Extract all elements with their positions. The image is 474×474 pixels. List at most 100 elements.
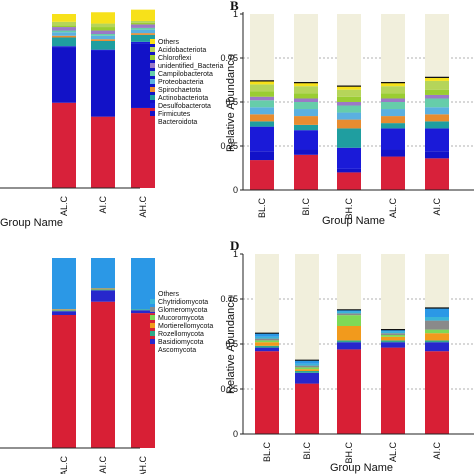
panel-a-legend: OthersAcidobacteriotaChloroflexiunidenti… [150, 39, 223, 126]
legend-label: Ascomycota [158, 347, 196, 354]
bar-segment [131, 9, 155, 21]
bar-segment [91, 116, 115, 188]
bar-segment [381, 156, 405, 190]
bar-segment [91, 258, 115, 289]
bar-segment [91, 289, 115, 291]
legend-swatch [150, 291, 155, 296]
panel-c-x-ticks: AL.C AI.C AH.C [59, 456, 148, 474]
bar-segment [52, 32, 76, 36]
legend-label: Bacteroidota [158, 119, 197, 126]
legend-label: Mortierellomycota [158, 323, 213, 330]
legend-label: Chloroflexi [158, 55, 192, 62]
bar-segment [381, 329, 405, 332]
bar-segment [131, 33, 155, 35]
bar-segment [381, 335, 405, 337]
legend-label: Actinobacteriota [158, 95, 208, 102]
x-tick-label: BI.C [302, 442, 312, 460]
bar-segment [91, 12, 115, 24]
bar-segment [381, 340, 405, 343]
panel-b-y-ticks: 0 0.25 0.5 0.75 1 [220, 9, 243, 195]
bar-segment [381, 333, 405, 335]
bar-segment [425, 329, 449, 334]
bar-segment [381, 82, 405, 87]
legend-label: Glomeromycota [158, 307, 208, 314]
bar-segment [337, 89, 361, 97]
x-tick-label: AH.C [138, 196, 148, 218]
panel-a-bars [52, 9, 155, 188]
bar-segment [425, 340, 449, 343]
bar-segment [381, 347, 405, 434]
bar-segment [425, 151, 449, 159]
bar-segment [255, 351, 279, 434]
bar-segment [52, 315, 76, 448]
bar-segment [337, 96, 361, 102]
panel-d-x-ticks: BL.C BI.C BH.C AL.C AI.C [262, 442, 442, 464]
bar-segment [294, 154, 318, 190]
bar-segment [337, 340, 361, 343]
legend-swatch [150, 79, 155, 84]
bar-segment [381, 128, 405, 150]
bar-segment [52, 310, 76, 312]
x-tick-label: BL.C [257, 198, 267, 219]
legend-swatch [150, 299, 155, 304]
bar-segment [337, 349, 361, 434]
bar-segment [295, 360, 319, 364]
bar-segment [381, 102, 405, 110]
bar-segment [250, 84, 274, 92]
legend-swatch [150, 47, 155, 52]
panel-d-label: D [230, 238, 239, 253]
bar-segment [381, 116, 405, 124]
bar-segment [294, 93, 318, 99]
panel-d-ylabel: Relative Abundance [225, 296, 237, 394]
legend-swatch [150, 119, 155, 124]
bar-segment [425, 89, 449, 95]
bar-segment [425, 121, 449, 129]
bar-segment [337, 112, 361, 120]
bar-segment [131, 309, 155, 311]
bar-segment [295, 367, 319, 370]
legend-swatch [150, 63, 155, 68]
bar-segment [425, 158, 449, 190]
bar-segment [337, 105, 361, 113]
bar-segment [91, 27, 115, 31]
panel-d-bars [255, 254, 449, 434]
x-tick-label: AL.C [59, 456, 69, 474]
x-tick-label: AL.C [388, 198, 398, 219]
bar-segment [91, 39, 115, 41]
bar-segment [131, 24, 155, 28]
bar-segment [294, 82, 318, 87]
bar-segment [294, 149, 318, 155]
y-tick-label: 0.5 [225, 97, 238, 107]
bar-segment [131, 27, 155, 30]
bar-segment [425, 114, 449, 122]
bar-segment [337, 172, 361, 190]
bar-segment [425, 320, 449, 330]
legend-label: Others [158, 291, 180, 298]
panel-c: AL.C AI.C AH.C OthersChytridiomycotaGlomer… [0, 258, 213, 474]
bar-segment [381, 342, 405, 348]
bar-segment-unclassified [425, 254, 449, 308]
bar-segment [425, 80, 449, 90]
bar-segment [250, 107, 274, 115]
x-tick-label: AI.C [98, 196, 108, 214]
bar-segment [52, 102, 76, 188]
bar-segment [425, 107, 449, 115]
bar-segment [255, 342, 279, 346]
bar-segment [131, 22, 155, 25]
x-tick-label: AL.C [59, 196, 69, 217]
legend-label: Proteobacteria [158, 79, 204, 86]
panel-a-xlabel: Group Name [0, 217, 63, 229]
panel-a: AL.C AI.C AH.C OthersAcidobacteriotaChloro… [0, 9, 223, 229]
bar-segment [91, 288, 115, 290]
bar-segment [52, 311, 76, 315]
panel-b-ylabel: Relative Abundance [225, 54, 237, 152]
bar-segment [91, 35, 115, 40]
bar-segment [337, 311, 361, 314]
bar-segment [337, 309, 361, 312]
bar-segment [425, 351, 449, 434]
bar-segment-unclassified [250, 14, 274, 81]
bar-segment-unclassified [381, 14, 405, 83]
panel-c-bars [52, 258, 155, 448]
bar-segment [52, 14, 76, 22]
bar-segment [91, 50, 115, 117]
